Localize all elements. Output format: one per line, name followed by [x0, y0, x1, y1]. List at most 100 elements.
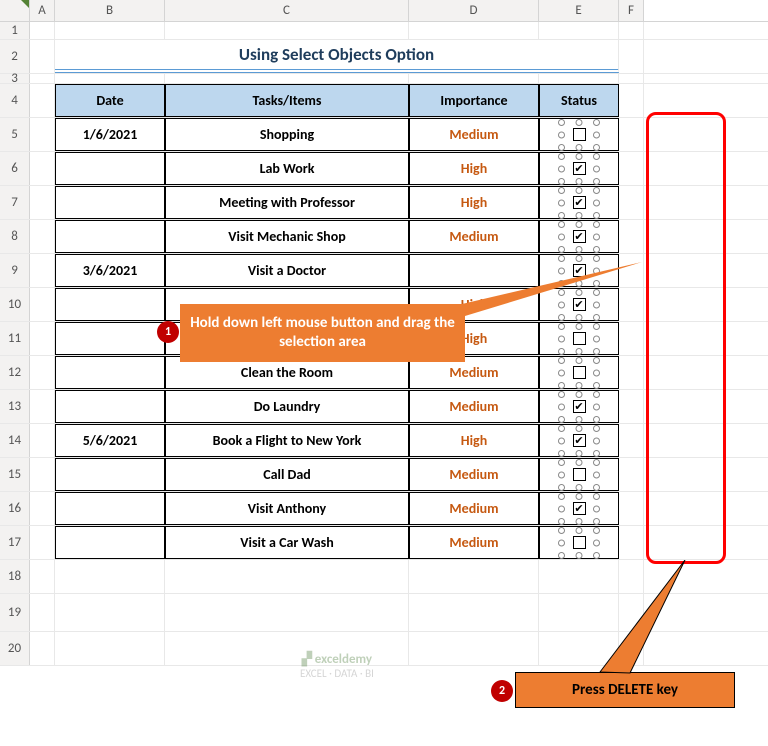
- date-cell[interactable]: [55, 458, 165, 491]
- importance-cell[interactable]: Medium: [409, 526, 539, 559]
- selection-handle[interactable]: [558, 391, 565, 398]
- selection-handle[interactable]: [576, 450, 583, 457]
- checkbox-selected[interactable]: ✔: [556, 155, 602, 183]
- status-cell[interactable]: ✔: [539, 424, 619, 457]
- task-cell[interactable]: Shopping: [165, 118, 409, 151]
- col-header-B[interactable]: B: [55, 0, 165, 21]
- header-date[interactable]: Date: [55, 84, 165, 117]
- selection-handle[interactable]: [558, 323, 565, 330]
- selection-handle[interactable]: [593, 357, 600, 364]
- status-cell[interactable]: [539, 356, 619, 389]
- row-header-6[interactable]: 6: [0, 152, 30, 185]
- checkbox-icon[interactable]: ✔: [573, 400, 586, 413]
- selection-handle[interactable]: [593, 348, 600, 355]
- selection-handle[interactable]: [558, 450, 565, 457]
- status-cell[interactable]: [539, 458, 619, 491]
- selection-handle[interactable]: [593, 437, 600, 444]
- selection-handle[interactable]: [593, 459, 600, 466]
- selection-handle[interactable]: [576, 144, 583, 151]
- selection-handle[interactable]: [593, 493, 600, 500]
- selection-handle[interactable]: [593, 403, 600, 410]
- selection-handle[interactable]: [593, 527, 600, 534]
- selection-handle[interactable]: [593, 212, 600, 219]
- checkbox-selected[interactable]: [556, 529, 602, 557]
- task-cell[interactable]: Call Dad: [165, 458, 409, 491]
- selection-handle[interactable]: [593, 255, 600, 262]
- checkbox-icon[interactable]: ✔: [573, 230, 586, 243]
- checkbox-icon[interactable]: ✔: [573, 298, 586, 311]
- selection-handle[interactable]: [593, 280, 600, 287]
- row-header-9[interactable]: 9: [0, 254, 30, 287]
- row-header-13[interactable]: 13: [0, 390, 30, 423]
- date-cell[interactable]: [55, 186, 165, 219]
- selection-handle[interactable]: [576, 348, 583, 355]
- date-cell[interactable]: [55, 356, 165, 389]
- selection-handle[interactable]: [558, 552, 565, 559]
- row-header-16[interactable]: 16: [0, 492, 30, 525]
- selection-handle[interactable]: [558, 348, 565, 355]
- selection-handle[interactable]: [558, 484, 565, 491]
- selection-handle[interactable]: [558, 165, 565, 172]
- selection-handle[interactable]: [558, 131, 565, 138]
- row-header-4[interactable]: 4: [0, 84, 30, 117]
- selection-handle[interactable]: [576, 178, 583, 185]
- date-cell[interactable]: [55, 526, 165, 559]
- selection-handle[interactable]: [593, 187, 600, 194]
- selection-handle[interactable]: [558, 382, 565, 389]
- checkbox-selected[interactable]: ✔: [556, 495, 602, 523]
- selection-handle[interactable]: [558, 527, 565, 534]
- selection-handle[interactable]: [558, 233, 565, 240]
- status-cell[interactable]: ✔: [539, 186, 619, 219]
- selection-handle[interactable]: [593, 178, 600, 185]
- importance-cell[interactable]: Medium: [409, 458, 539, 491]
- selection-handle[interactable]: [576, 314, 583, 321]
- selection-handle[interactable]: [593, 301, 600, 308]
- selection-handle[interactable]: [593, 221, 600, 228]
- task-cell[interactable]: Visit Anthony: [165, 492, 409, 525]
- col-header-F[interactable]: F: [619, 0, 644, 21]
- checkbox-selected[interactable]: ✔: [556, 393, 602, 421]
- selection-handle[interactable]: [576, 280, 583, 287]
- selection-handle[interactable]: [576, 391, 583, 398]
- selection-handle[interactable]: [576, 518, 583, 525]
- checkbox-selected[interactable]: ✔: [556, 223, 602, 251]
- importance-cell[interactable]: Medium: [409, 492, 539, 525]
- select-all-cell[interactable]: [0, 0, 30, 21]
- selection-handle[interactable]: [558, 301, 565, 308]
- selection-handle[interactable]: [593, 391, 600, 398]
- col-header-A[interactable]: A: [30, 0, 55, 21]
- row-header-12[interactable]: 12: [0, 356, 30, 389]
- checkbox-icon[interactable]: ✔: [573, 264, 586, 277]
- selection-handle[interactable]: [593, 323, 600, 330]
- selection-handle[interactable]: [558, 314, 565, 321]
- selection-handle[interactable]: [576, 289, 583, 296]
- selection-handle[interactable]: [593, 289, 600, 296]
- selection-handle[interactable]: [576, 484, 583, 491]
- row-header-8[interactable]: 8: [0, 220, 30, 253]
- row-header-14[interactable]: 14: [0, 424, 30, 457]
- selection-handle[interactable]: [593, 382, 600, 389]
- status-cell[interactable]: [539, 322, 619, 355]
- selection-handle[interactable]: [558, 221, 565, 228]
- row-header-17[interactable]: 17: [0, 526, 30, 559]
- selection-handle[interactable]: [558, 144, 565, 151]
- selection-handle[interactable]: [558, 357, 565, 364]
- task-cell[interactable]: Do Laundry: [165, 390, 409, 423]
- row-header-7[interactable]: 7: [0, 186, 30, 219]
- header-task[interactable]: Tasks/Items: [165, 84, 409, 117]
- checkbox-icon[interactable]: [573, 332, 586, 345]
- row-header-1[interactable]: 1: [0, 22, 30, 39]
- row-header-2[interactable]: 2: [0, 40, 30, 73]
- date-cell[interactable]: [55, 220, 165, 253]
- checkbox-selected[interactable]: [556, 325, 602, 353]
- selection-handle[interactable]: [576, 493, 583, 500]
- selection-handle[interactable]: [593, 246, 600, 253]
- status-cell[interactable]: [539, 118, 619, 151]
- importance-cell[interactable]: Medium: [409, 390, 539, 423]
- selection-handle[interactable]: [558, 280, 565, 287]
- selection-handle[interactable]: [576, 357, 583, 364]
- selection-handle[interactable]: [576, 425, 583, 432]
- importance-cell[interactable]: High: [409, 424, 539, 457]
- date-cell[interactable]: [55, 152, 165, 185]
- selection-handle[interactable]: [593, 314, 600, 321]
